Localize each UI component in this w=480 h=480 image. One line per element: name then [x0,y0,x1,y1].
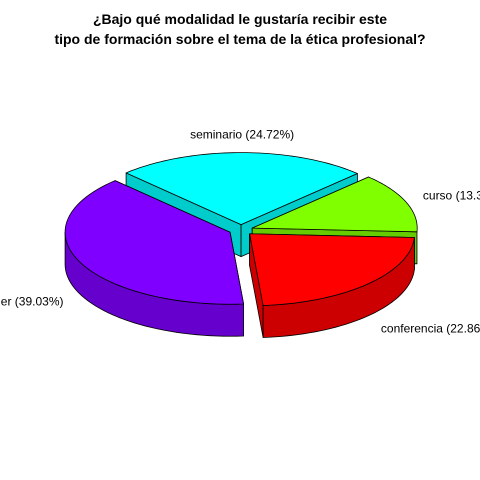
slice-labels: conferencia (22.86%) taller (39.03%) semin… [0,128,480,336]
slice-taller [64,180,244,337]
slice-label-curso: curso (13.38%) [423,189,480,203]
slice-taller-top [64,180,244,305]
chart-title-line-1: ¿Bajo qué modalidad le gustaría recibir … [93,11,387,27]
slice-label-conferencia: conferencia (22.86%) [381,322,480,336]
slice-label-seminario: seminario (24.72%) [190,128,294,142]
pie-slices [64,152,418,338]
slice-seminario-top [125,152,358,225]
slice-curso-top [251,176,418,233]
slice-label-taller: taller (39.03%) [0,295,64,309]
slice-conferencia-top [249,233,415,306]
chart-title-line-2: tipo de formación sobre el tema de la ét… [54,31,425,47]
slice-conferencia [249,233,415,338]
